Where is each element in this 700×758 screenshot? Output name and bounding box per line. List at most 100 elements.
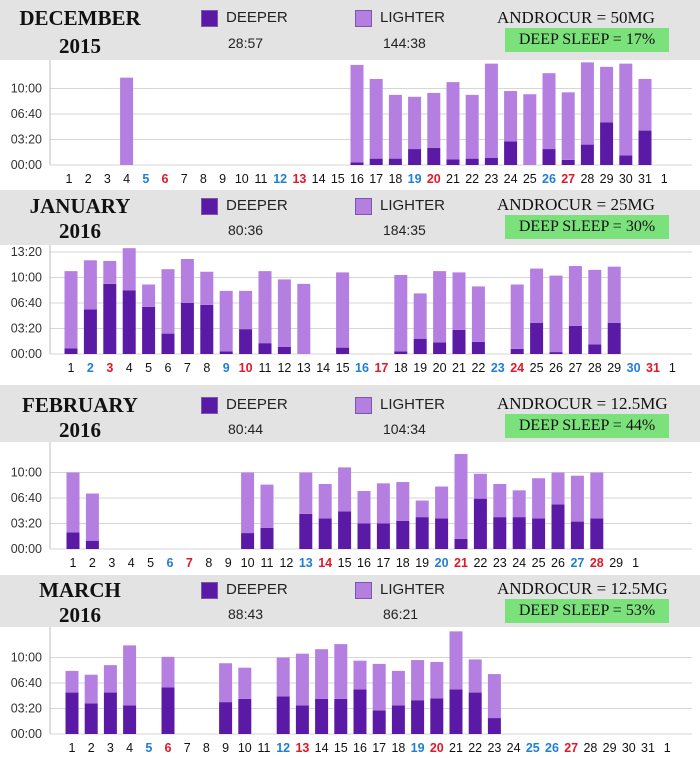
deeper-bar <box>84 703 98 734</box>
lighter-bar <box>561 92 575 160</box>
lighter-bar <box>523 94 537 165</box>
lighter-bar <box>465 94 479 159</box>
lighter-bar <box>369 78 383 159</box>
deeper-bar <box>408 149 422 165</box>
y-tick-label: 10:00 <box>11 651 42 665</box>
x-tick-label: 25 <box>530 361 544 375</box>
deeper-bar <box>85 540 99 549</box>
x-tick-label: 30 <box>619 172 633 186</box>
deeper-bar <box>561 159 575 165</box>
x-tick-label: 20 <box>427 172 441 186</box>
x-tick-label: 11 <box>259 361 272 375</box>
lighter-bar <box>318 483 332 519</box>
lighter-legend-label: LIGHTER <box>380 396 446 413</box>
panel-header: MARCH 2016 DEEPER 88:43 LIGHTER 86:21 AN… <box>0 575 700 627</box>
lighter-bar <box>391 670 405 706</box>
lighter-bar <box>493 483 507 518</box>
lighter-legend-label: LIGHTER <box>380 9 446 26</box>
x-tick-label: 9 <box>223 361 230 375</box>
lighter-bar <box>449 631 463 690</box>
x-tick-label: 22 <box>465 172 479 186</box>
deeper-bar <box>452 329 466 354</box>
x-tick-label: 25 <box>526 741 540 755</box>
deeper-bar <box>299 513 313 549</box>
x-tick-label: 24 <box>504 172 518 186</box>
year-title: 2015 <box>59 34 101 58</box>
y-tick-label: 13:20 <box>11 245 42 259</box>
x-tick-label: 8 <box>203 741 210 755</box>
lighter-bar <box>542 73 556 150</box>
y-tick-label: 10:00 <box>11 82 42 96</box>
lighter-bar <box>394 274 408 352</box>
y-tick-label: 03:20 <box>11 322 42 336</box>
x-tick-label: 20 <box>435 556 449 570</box>
lighter-bar <box>411 660 425 701</box>
x-tick-label: 7 <box>186 556 193 570</box>
x-tick-label: 16 <box>355 361 369 375</box>
lighter-bar <box>619 63 633 156</box>
deeper-bar <box>295 705 309 734</box>
month-title: MARCH <box>39 578 121 602</box>
x-tick-label: 29 <box>600 172 614 186</box>
lighter-legend-swatch <box>355 10 372 27</box>
deeper-bar <box>238 698 252 734</box>
x-tick-label: 22 <box>468 741 482 755</box>
x-tick-label: 9 <box>222 741 229 755</box>
y-tick-label: 03:20 <box>11 517 42 531</box>
x-tick-label: 27 <box>564 741 578 755</box>
lighter-bar <box>427 92 441 148</box>
deeper-legend-label: DEEPER <box>226 396 288 413</box>
x-tick-label: 1 <box>632 556 639 570</box>
x-tick-label: 29 <box>607 361 621 375</box>
deep-sleep-percent: DEEP SLEEP = 30% <box>505 215 669 239</box>
lighter-legend-label: LIGHTER <box>380 197 446 214</box>
deeper-bar <box>372 710 386 734</box>
x-tick-label: 2 <box>85 172 92 186</box>
x-tick-label: 13 <box>299 556 313 570</box>
y-tick-label: 03:20 <box>11 133 42 147</box>
x-tick-label: 10 <box>235 172 249 186</box>
panel-december: DECEMBER 2015 DEEPER 28:57 LIGHTER 144:3… <box>0 0 700 190</box>
x-tick-label: 21 <box>449 741 463 755</box>
y-tick-label: 00:00 <box>11 727 42 741</box>
x-tick-label: 23 <box>491 361 505 375</box>
deep-sleep-percent: DEEP SLEEP = 44% <box>505 414 669 438</box>
x-tick-label: 9 <box>225 556 232 570</box>
y-tick-label: 10:00 <box>11 271 42 285</box>
x-tick-label: 11 <box>258 741 271 755</box>
lighter-bar <box>336 272 350 348</box>
lighter-bar <box>551 472 565 505</box>
lighter-bar <box>276 657 290 697</box>
x-tick-label: 12 <box>276 741 290 755</box>
deeper-bar <box>427 147 441 165</box>
deeper-legend-label: DEEPER <box>226 9 288 26</box>
lighter-bar <box>338 467 352 512</box>
deeper-bar <box>388 158 402 165</box>
x-tick-label: 27 <box>561 172 575 186</box>
lighter-bar <box>239 290 253 330</box>
deeper-bar <box>570 521 584 549</box>
x-tick-label: 12 <box>279 556 293 570</box>
x-tick-label: 20 <box>433 361 447 375</box>
x-tick-label: 18 <box>391 741 405 755</box>
lighter-bar <box>568 266 582 326</box>
x-tick-label: 16 <box>353 741 367 755</box>
deeper-bar <box>369 158 383 165</box>
lighter-bar <box>299 472 313 514</box>
x-tick-label: 14 <box>312 172 326 186</box>
androcur-dose: ANDROCUR = 12.5MG <box>497 394 668 413</box>
lighter-bar <box>83 260 97 310</box>
deeper-total: 88:43 <box>228 606 264 622</box>
x-tick-label: 9 <box>219 172 226 186</box>
x-tick-label: 17 <box>372 741 386 755</box>
deeper-bar <box>161 687 175 734</box>
deeper-bar <box>411 700 425 734</box>
deeper-bar <box>103 283 117 354</box>
x-tick-label: 3 <box>104 172 111 186</box>
deeper-bar <box>142 306 156 354</box>
x-tick-label: 17 <box>369 172 383 186</box>
lighter-bar <box>161 269 175 334</box>
x-tick-label: 29 <box>609 556 623 570</box>
